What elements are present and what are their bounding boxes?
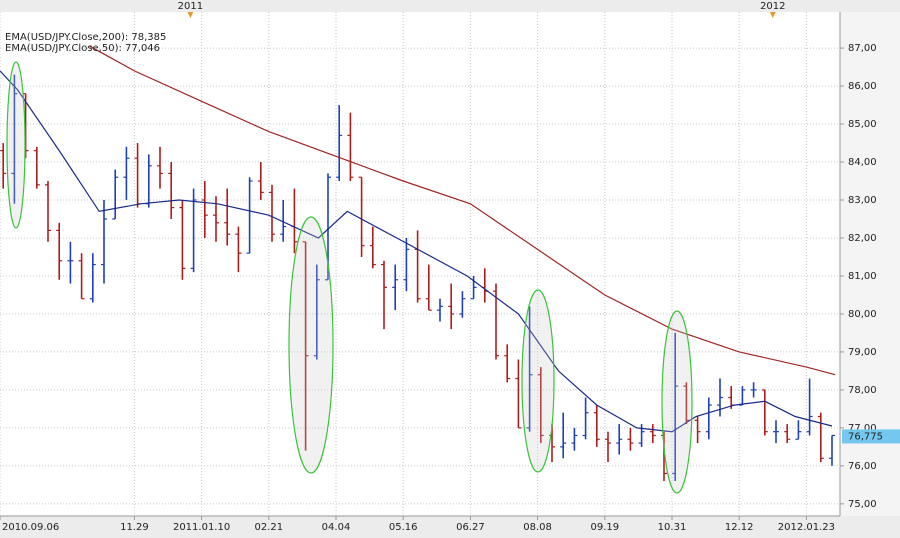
- y-tick-label: 80,00: [848, 309, 877, 320]
- highlight-ellipse: [521, 289, 555, 473]
- bottom-band: [0, 516, 900, 538]
- y-tick-label: 85,00: [848, 119, 877, 130]
- x-tick-label: 02.21: [254, 522, 283, 533]
- marks: [0, 45, 836, 482]
- x-tick-label: 2012.01.23: [778, 522, 835, 533]
- year-label: 2012: [760, 1, 785, 12]
- x-tick-label: 04.04: [322, 522, 351, 533]
- year-label: 2011: [178, 1, 203, 12]
- ema-line: [89, 45, 836, 376]
- x-tick-label: 05.16: [389, 522, 418, 533]
- y-tick-label: 75,00: [848, 499, 877, 510]
- x-tick-label: 09.19: [590, 522, 619, 533]
- highlight-ellipse: [661, 310, 693, 494]
- y-tick-label: 77,00: [848, 423, 877, 434]
- x-tick-label: 06.27: [456, 522, 485, 533]
- x-tick-label: 11.29: [120, 522, 149, 533]
- year-marker: [769, 12, 776, 18]
- x-tick-label: 12.12: [725, 522, 754, 533]
- x-tick-label: 08.08: [523, 522, 552, 533]
- legend-entry: EMA(USD/JPY.Close,50): 77,046: [5, 43, 160, 54]
- highlight-ellipse: [288, 216, 334, 474]
- y-tick-label: 84,00: [848, 157, 877, 168]
- x-tick-label: 2011.01.10: [173, 522, 230, 533]
- last-price-box: [842, 429, 900, 444]
- year-marker: [187, 12, 194, 18]
- x-tick-label: 2010.09.06: [2, 522, 59, 533]
- legend-entry: EMA(USD/JPY.Close,200): 78,385: [5, 32, 166, 43]
- highlights: [6, 61, 693, 494]
- y-tick-label: 81,00: [848, 271, 877, 282]
- y-tick-label: 78,00: [848, 385, 877, 396]
- y-tick-label: 76,00: [848, 461, 877, 472]
- top-band: [0, 0, 900, 12]
- y-tick-label: 83,00: [848, 195, 877, 206]
- last-price-label: 76,775: [848, 431, 883, 442]
- y-tick-label: 86,00: [848, 81, 877, 92]
- y-tick-label: 82,00: [848, 233, 877, 244]
- ema-line: [0, 70, 833, 433]
- highlight-ellipse: [6, 61, 26, 229]
- y-tick-label: 87,00: [848, 43, 877, 54]
- x-tick-label: 10.31: [658, 522, 687, 533]
- y-tick-label: 79,00: [848, 347, 877, 358]
